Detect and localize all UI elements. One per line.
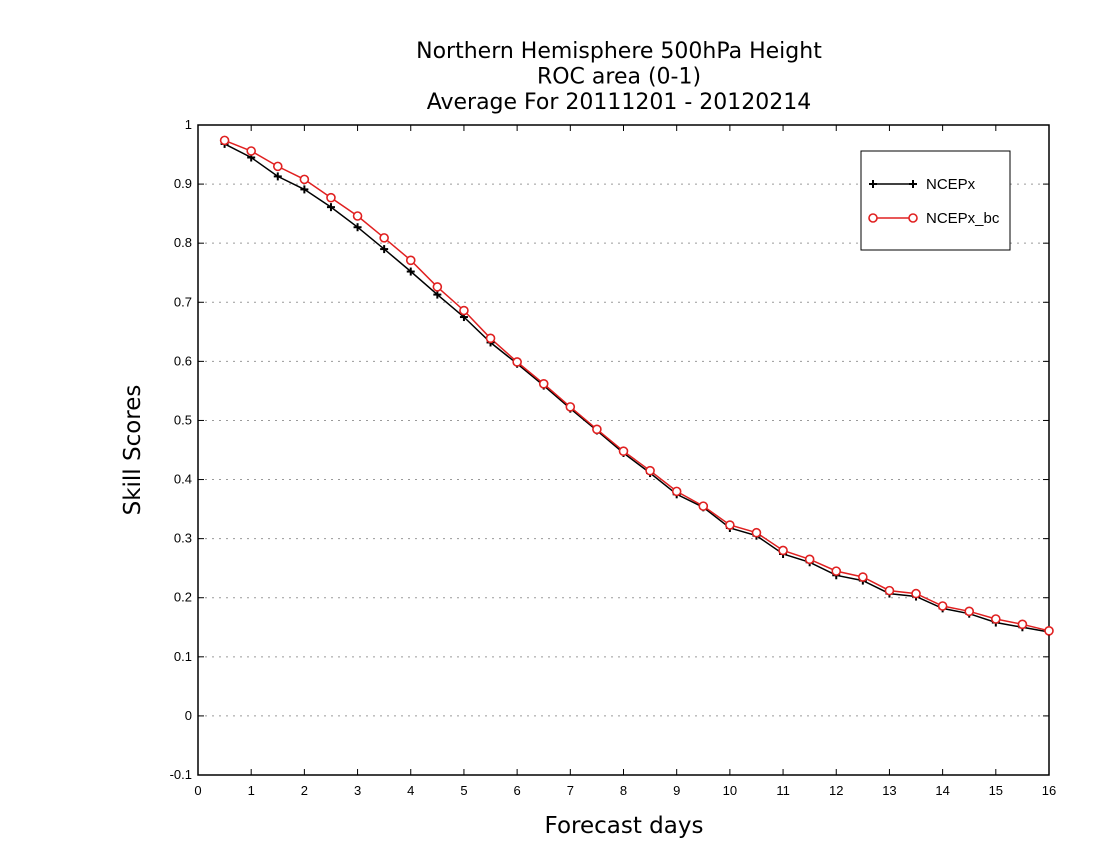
data-point [300,185,309,194]
data-point [326,203,335,212]
data-point [246,146,256,156]
data-point [592,424,602,435]
data-point [618,446,629,456]
data-point [299,174,310,185]
data-point [991,614,1001,624]
data-point [911,588,921,599]
y-tick-label: 0.7 [174,294,192,309]
y-tick-label: 0.3 [174,531,192,546]
y-tick-label: 0.4 [174,472,192,487]
x-tick-label: 3 [354,783,361,798]
data-point [751,527,762,538]
y-tick-label: 0.8 [174,235,192,250]
x-tick-label: 10 [723,783,737,798]
x-tick-label: 12 [829,783,843,798]
y-axis-title: Skill Scores [120,385,146,516]
y-tick-label: 1 [185,117,192,132]
x-tick-label: 11 [776,783,790,798]
data-point [778,545,788,556]
legend-label: NCEPx [926,176,976,193]
data-point [380,245,389,254]
x-tick-label: 1 [248,783,255,798]
data-point [831,566,842,576]
data-point [379,233,389,243]
data-point [272,161,283,172]
data-point [273,172,282,181]
gridlines [198,183,1049,717]
legend-label: NCEPx_bc [926,210,1000,227]
x-tick-label: 15 [989,783,1003,798]
x-tick-label: 7 [567,783,574,798]
x-tick-label: 6 [514,783,521,798]
x-tick-label: 5 [460,783,467,798]
axis-ticks: -0.100.10.20.30.40.50.60.70.80.910 1 2 3 4 5 6… [170,117,1057,798]
data-point [353,223,362,232]
data-point [538,379,549,389]
data-point [326,192,336,203]
chart-title-line: Average For 20111201 - 20120214 [427,90,812,115]
chart-title-line: Northern Hemisphere 500hPa Height [416,39,822,64]
legend: NCEPx NCEPx_bc [860,150,1011,251]
data-point [937,601,948,611]
data-point [964,606,975,617]
x-tick-label: 9 [673,783,680,798]
data-point [884,585,895,596]
series-line-ncepx [224,143,1050,633]
data-point [512,357,522,367]
data-point [432,282,443,292]
data-point [1017,619,1028,630]
y-tick-label: 0.2 [174,590,192,605]
data-point [352,211,363,221]
data-point [671,486,682,497]
data-point [433,290,442,299]
data-point [406,267,415,276]
data-point [725,520,735,530]
x-tick-label: 2 [301,783,308,798]
y-tick-label: 0.1 [174,649,192,664]
x-tick-label: 13 [882,783,896,798]
series-lines [219,135,1054,636]
data-point [485,333,496,344]
data-point [459,305,469,316]
y-tick-label: 0.5 [174,412,192,427]
y-tick-label: 0 [185,708,192,723]
x-tick-label: 14 [935,783,949,798]
data-point [1044,626,1054,636]
data-point [405,255,416,266]
y-tick-label: 0.6 [174,353,192,368]
data-point [565,402,576,412]
data-point [645,465,655,476]
y-tick-label: -0.1 [170,767,192,782]
x-tick-label: 0 [194,783,201,798]
data-point [858,572,868,582]
data-point [698,501,709,511]
data-point [804,554,815,565]
x-tick-label: 4 [407,783,414,798]
chart-title-line: ROC area (0-1) [537,65,701,90]
y-tick-label: 0.9 [174,176,192,191]
legend-box [860,150,1011,251]
data-point [219,135,230,146]
x-axis-title: Forecast days [545,813,704,839]
x-tick-label: 8 [620,783,627,798]
x-tick-label: 16 [1042,783,1056,798]
